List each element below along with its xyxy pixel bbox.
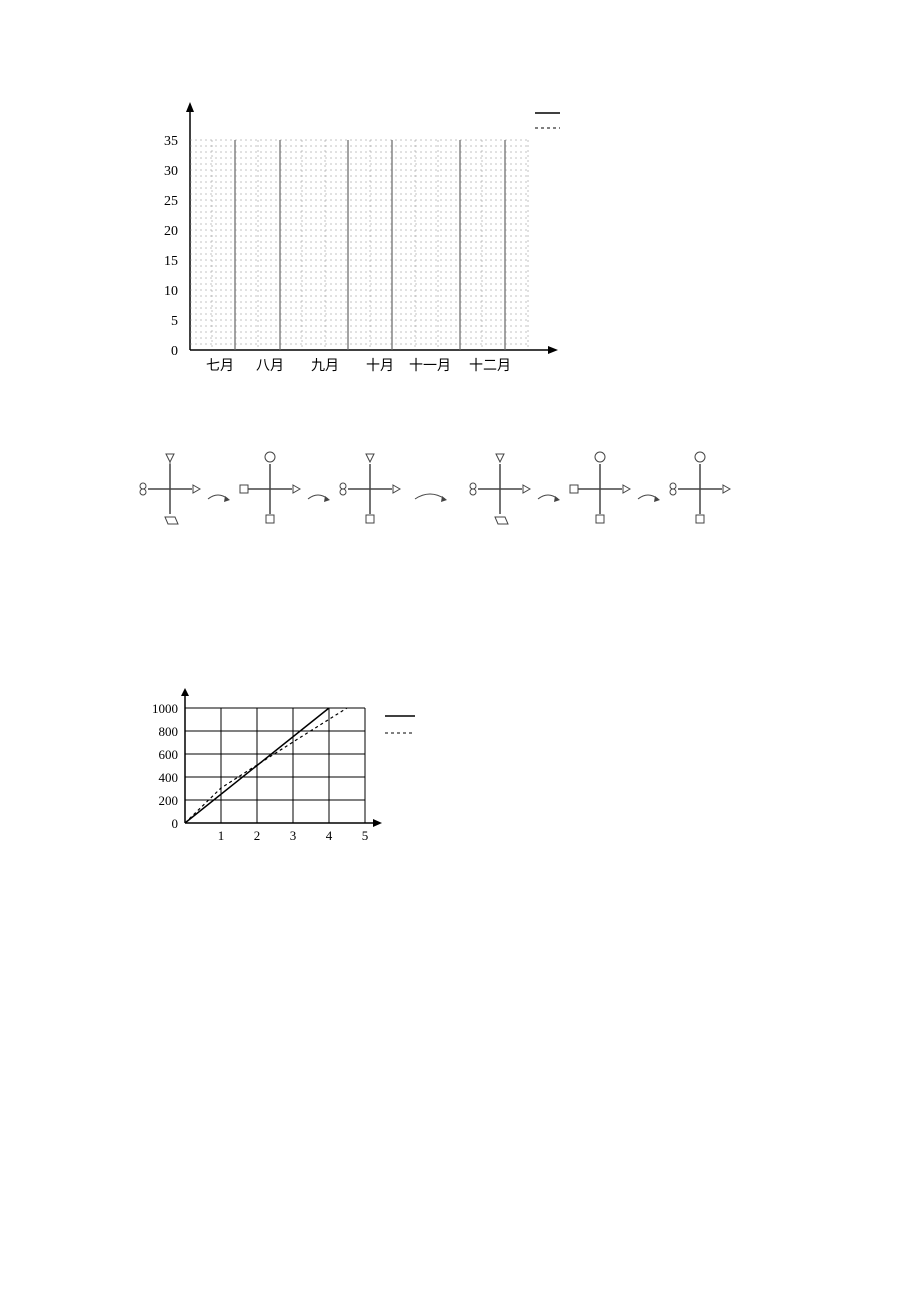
svg-text:400: 400 (159, 770, 179, 785)
svg-text:35: 35 (164, 134, 178, 149)
q8 (100, 597, 820, 648)
svg-text:十月: 十月 (366, 358, 394, 374)
svg-text:15: 15 (164, 254, 178, 269)
svg-text:2: 2 (254, 828, 261, 843)
svg-text:600: 600 (159, 747, 179, 762)
horizontal-grid (190, 140, 530, 344)
x-labels: 七月 八月 九月 十月 十一月 十二月 (206, 358, 511, 374)
zhang-jun-line (185, 708, 347, 823)
svg-text:八月: 八月 (256, 358, 284, 374)
svg-text:十二月: 十二月 (469, 358, 511, 374)
svg-text:20: 20 (164, 224, 178, 239)
temperature-chart: 0 5 10 15 20 25 30 35 (130, 80, 820, 389)
svg-text:800: 800 (159, 724, 179, 739)
svg-text:七月: 七月 (206, 358, 234, 374)
race-x-labels: 1 2 3 4 5 (218, 828, 369, 843)
svg-text:0: 0 (171, 344, 178, 359)
svg-text:30: 30 (164, 164, 178, 179)
svg-text:九月: 九月 (311, 358, 339, 374)
race-v-grid (221, 708, 365, 823)
race-chart: 0 200 400 600 800 1000 1 2 3 4 5 (130, 678, 820, 867)
svg-text:1: 1 (218, 828, 225, 843)
svg-text:5: 5 (362, 828, 369, 843)
svg-text:3: 3 (290, 828, 297, 843)
rotating-shapes-figure (130, 429, 820, 558)
vertical-grid (212, 140, 528, 350)
svg-text:5: 5 (171, 314, 178, 329)
svg-text:0: 0 (172, 816, 179, 831)
legend (535, 113, 560, 128)
svg-text:1000: 1000 (152, 701, 178, 716)
svg-text:10: 10 (164, 284, 178, 299)
svg-text:4: 4 (326, 828, 333, 843)
shapes-svg (130, 429, 830, 549)
svg-text:200: 200 (159, 793, 179, 808)
race-y-labels: 0 200 400 600 800 1000 (152, 701, 178, 831)
svg-text:25: 25 (164, 194, 178, 209)
svg-text:十一月: 十一月 (409, 358, 451, 374)
y-ticks: 0 5 10 15 20 25 30 35 (164, 134, 178, 359)
temperature-chart-svg: 0 5 10 15 20 25 30 35 (130, 80, 590, 380)
race-chart-svg: 0 200 400 600 800 1000 1 2 3 4 5 (130, 678, 470, 858)
race-legend (385, 716, 415, 733)
